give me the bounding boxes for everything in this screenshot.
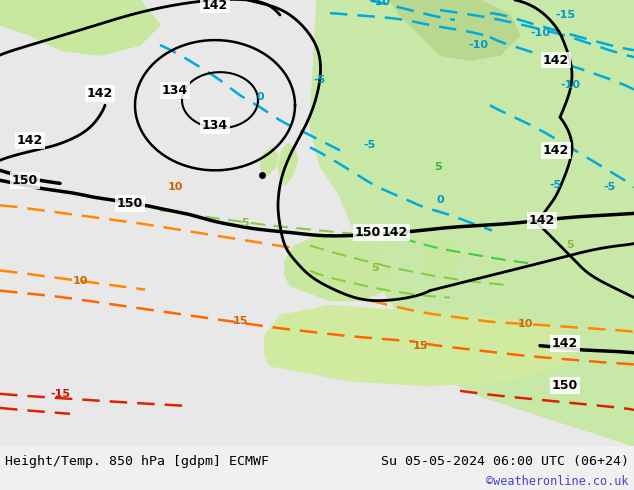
- Text: -5: -5: [314, 75, 326, 85]
- Text: 5: 5: [241, 219, 249, 228]
- Polygon shape: [265, 306, 580, 386]
- Text: -5: -5: [364, 140, 376, 150]
- Text: 142: 142: [87, 87, 113, 99]
- Polygon shape: [0, 0, 160, 55]
- Text: 5: 5: [371, 263, 378, 272]
- Text: 134: 134: [202, 119, 228, 132]
- Text: -10: -10: [530, 28, 550, 38]
- Polygon shape: [422, 236, 460, 275]
- Text: ©weatheronline.co.uk: ©weatheronline.co.uk: [486, 475, 629, 489]
- Text: -15: -15: [50, 389, 70, 399]
- Text: 5: 5: [434, 162, 442, 172]
- Text: 10: 10: [72, 275, 87, 286]
- Text: 142: 142: [529, 214, 555, 227]
- Text: 142: 142: [382, 226, 408, 239]
- Polygon shape: [310, 0, 634, 446]
- Text: 142: 142: [17, 134, 43, 147]
- Text: 0: 0: [436, 196, 444, 205]
- Text: -15: -15: [555, 10, 575, 20]
- Text: 15: 15: [232, 316, 248, 326]
- Polygon shape: [278, 143, 298, 185]
- Polygon shape: [390, 0, 520, 60]
- Text: 142: 142: [543, 53, 569, 67]
- Text: 150: 150: [552, 379, 578, 392]
- Text: 142: 142: [202, 0, 228, 11]
- Text: -10: -10: [468, 40, 488, 50]
- Text: 150: 150: [355, 226, 381, 239]
- Text: -10: -10: [370, 0, 390, 7]
- Text: 134: 134: [162, 84, 188, 97]
- Text: -10: -10: [560, 80, 580, 90]
- Polygon shape: [310, 125, 634, 446]
- Text: 0: 0: [256, 92, 264, 102]
- Text: -5: -5: [549, 180, 561, 191]
- Polygon shape: [260, 147, 278, 175]
- Text: 15: 15: [412, 341, 428, 351]
- Text: 150: 150: [12, 174, 38, 187]
- Text: 142: 142: [552, 337, 578, 350]
- Polygon shape: [285, 236, 390, 300]
- Text: -5: -5: [604, 182, 616, 193]
- Text: 150: 150: [117, 197, 143, 210]
- Text: Su 05-05-2024 06:00 UTC (06+24): Su 05-05-2024 06:00 UTC (06+24): [381, 455, 629, 468]
- Text: 10: 10: [517, 318, 533, 329]
- Text: 142: 142: [543, 144, 569, 157]
- Text: Height/Temp. 850 hPa [gdpm] ECMWF: Height/Temp. 850 hPa [gdpm] ECMWF: [5, 455, 269, 468]
- Text: 10: 10: [167, 182, 183, 193]
- Text: 5: 5: [566, 241, 574, 250]
